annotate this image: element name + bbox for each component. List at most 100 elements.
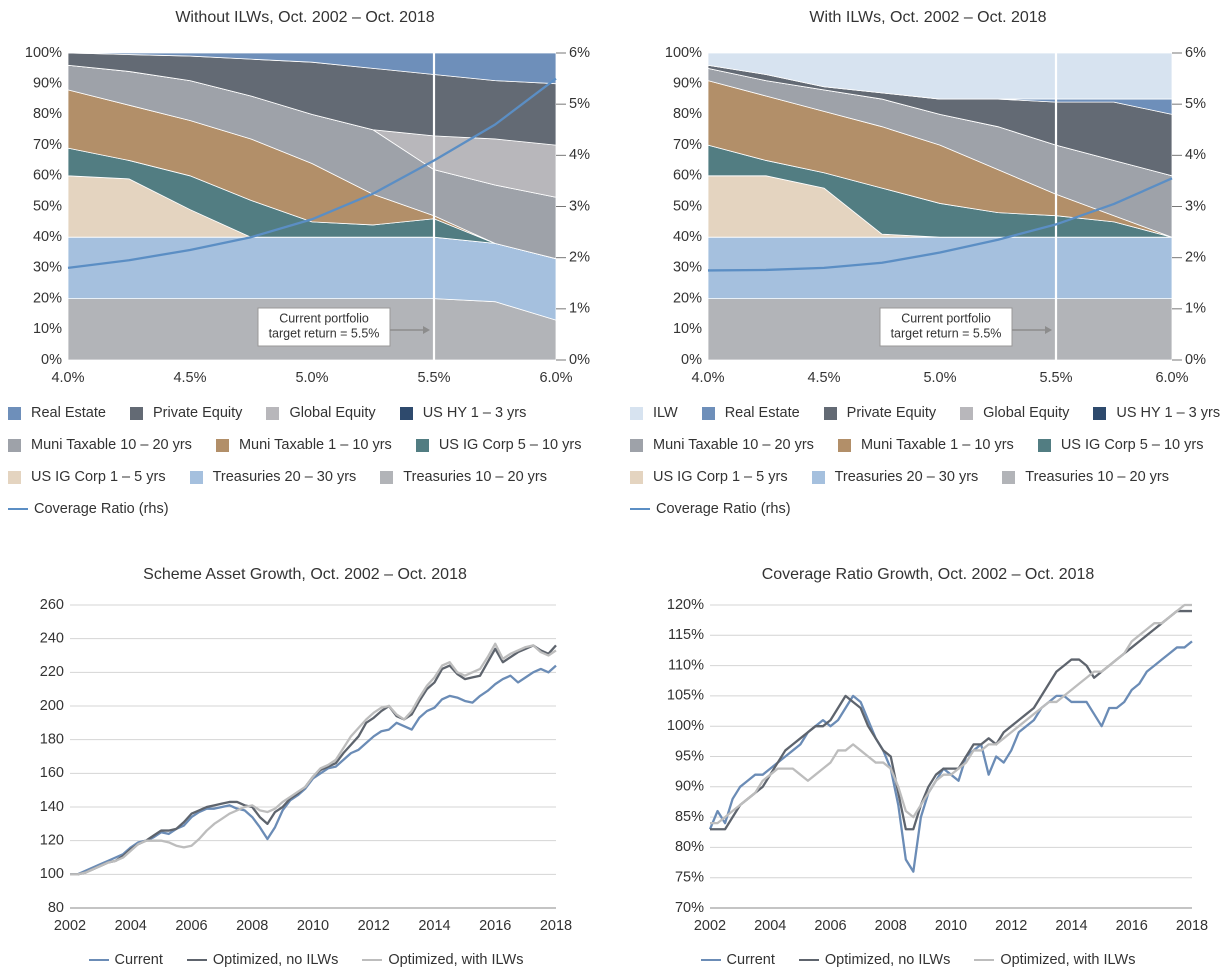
legend-swatch	[8, 470, 21, 484]
legend-label: Optimized, with ILWs	[1000, 952, 1136, 968]
legend-label: US HY 1 – 3 yrs	[1116, 405, 1221, 421]
x-tick-label: 2016	[1116, 918, 1148, 934]
legend-swatch	[630, 406, 643, 420]
legend-swatch	[266, 406, 280, 420]
y-tick-label: 100%	[25, 45, 62, 61]
legend-swatch	[88, 958, 109, 962]
legend-label: Current	[726, 952, 775, 968]
x-tick-label: 4.0%	[51, 370, 84, 386]
legend-item: Treasuries 20 – 30 yrs	[189, 467, 356, 487]
y-tick-label: 140	[40, 799, 64, 815]
legend-swatch	[1037, 438, 1051, 452]
legend-item: US IG Corp 1 – 5 yrs	[630, 467, 788, 487]
annotation-box	[879, 307, 1013, 347]
legend-swatch	[811, 470, 825, 484]
legend-label: Optimized, no ILWs	[824, 952, 951, 968]
arrow-head	[1045, 326, 1052, 334]
legend-swatch	[701, 406, 715, 420]
y2-tick-label: 5%	[1185, 96, 1206, 112]
x-tick-label: 2014	[418, 918, 450, 934]
y-tick-label: 200	[40, 698, 64, 714]
legend-item: Muni Taxable 1 – 10 yrs	[837, 435, 1014, 455]
x-tick-label: 2004	[754, 918, 786, 934]
y-tick-label: 100%	[665, 45, 702, 61]
x-tick-label: 2010	[297, 918, 329, 934]
y-tick-label: 90%	[33, 76, 62, 92]
x-tick-label: 2012	[995, 918, 1027, 934]
y-tick-label: 110%	[668, 657, 704, 673]
legend-label: US IG Corp 5 – 10 yrs	[438, 437, 582, 453]
y-tick-label: 180	[40, 731, 64, 747]
legend-label: Muni Taxable 1 – 10 yrs	[238, 437, 392, 453]
y-tick-label: 10%	[33, 321, 62, 337]
y2-tick-label: 1%	[569, 301, 590, 317]
y-tick-label: 80%	[675, 839, 704, 855]
legend-label: Real Estate	[31, 405, 106, 421]
legend: Current Optimized, no ILWs Optimized, with…	[0, 950, 612, 970]
x-tick-label: 5.0%	[295, 370, 328, 386]
legend-swatch	[798, 958, 819, 962]
x-tick-label: 2008	[236, 918, 268, 934]
legend-label: Private Equity	[846, 405, 937, 421]
y-tick-label: 220	[40, 664, 64, 680]
legend-item: Muni Taxable 10 – 20 yrs	[8, 435, 192, 455]
legend-item: Coverage Ratio (rhs)	[8, 499, 169, 519]
x-tick-label: 2008	[875, 918, 907, 934]
legend-item: Real Estate	[701, 403, 800, 423]
y2-tick-label: 6%	[569, 45, 590, 61]
legend-item: US IG Corp 5 – 10 yrs	[1037, 435, 1204, 455]
legend-swatch	[700, 958, 721, 962]
legend-item: US IG Corp 1 – 5 yrs	[8, 467, 166, 487]
y-tick-label: 10%	[673, 321, 702, 337]
legend-label: Coverage Ratio (rhs)	[656, 501, 791, 517]
line	[707, 177, 1173, 272]
legend-label: US IG Corp 5 – 10 yrs	[1060, 437, 1204, 453]
y2-tick-label: 0%	[569, 352, 590, 368]
annotation-text: target return = 5.5%	[269, 326, 380, 340]
legend-label: US HY 1 – 3 yrs	[422, 405, 527, 421]
y-tick-label: 0%	[681, 352, 702, 368]
annotation-box	[257, 307, 391, 347]
x-tick-label: 2012	[358, 918, 390, 934]
legend-item: Global Equity	[266, 403, 376, 423]
legend-label: Global Equity	[983, 405, 1070, 421]
area	[707, 236, 1173, 299]
y2-tick-label: 0%	[1185, 352, 1206, 368]
x-tick-label: 2006	[814, 918, 846, 934]
y-tick-label: 20%	[673, 290, 702, 306]
y-tick-label: 40%	[33, 229, 62, 245]
legend: Real Estate Private Equity Global Equity US…	[8, 403, 613, 519]
legend-swatch	[129, 406, 143, 420]
x-tick-label: 2018	[1176, 918, 1208, 934]
annotation-text: Current portfolio	[279, 311, 369, 325]
x-tick-label: 2004	[115, 918, 147, 934]
y2-tick-label: 4%	[569, 147, 590, 163]
legend-item: Current	[700, 950, 775, 970]
legend-item: Treasuries 10 – 20 yrs	[380, 467, 547, 487]
legend-item: Global Equity	[960, 403, 1069, 423]
legend-swatch	[186, 958, 207, 962]
legend-item: Muni Taxable 10 – 20 yrs	[630, 435, 814, 455]
legend-label: Current	[114, 952, 163, 968]
y-tick-label: 40%	[673, 229, 702, 245]
legend-item: Optimized, no ILWs	[186, 950, 339, 970]
y2-tick-label: 6%	[1185, 45, 1206, 61]
legend-label: US IG Corp 1 – 5 yrs	[653, 469, 788, 485]
y-tick-label: 100	[40, 866, 64, 882]
legend-swatch	[1002, 470, 1016, 484]
legend-item: Optimized, with ILWs	[362, 950, 523, 970]
x-tick-label: 4.5%	[807, 370, 840, 386]
legend-label: Optimized, no ILWs	[212, 952, 339, 968]
y2-tick-label: 4%	[1185, 147, 1206, 163]
line	[67, 77, 557, 270]
x-tick-label: 6.0%	[1155, 370, 1188, 386]
y-tick-label: 95%	[675, 748, 704, 764]
line	[70, 642, 557, 876]
legend-swatch	[8, 507, 28, 511]
legend-label: Muni Taxable 10 – 20 yrs	[31, 437, 192, 453]
y-tick-label: 80%	[33, 106, 62, 122]
legend-swatch	[399, 406, 413, 420]
y-tick-label: 80%	[673, 106, 702, 122]
